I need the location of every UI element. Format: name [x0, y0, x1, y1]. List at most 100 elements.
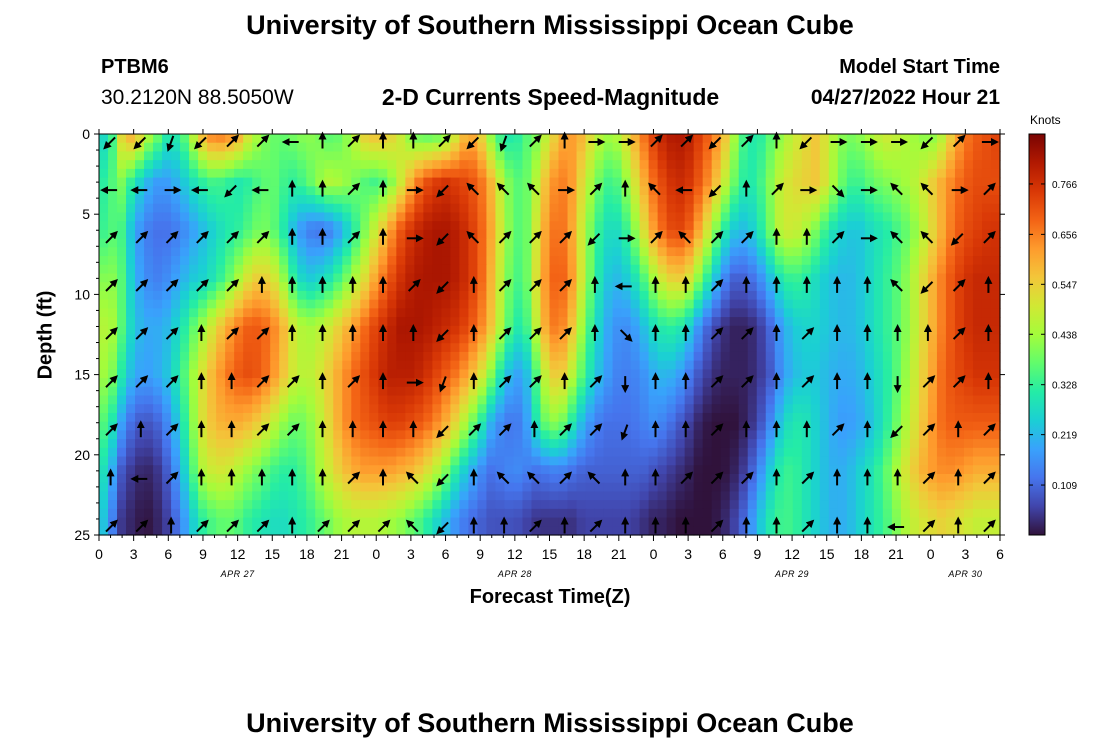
heatmap-cell	[486, 264, 497, 275]
heatmap-cell	[693, 439, 704, 449]
heatmap-cell	[603, 212, 614, 222]
heatmap-cell	[288, 360, 298, 370]
heatmap-cell	[702, 395, 713, 405]
heatmap-cell	[495, 456, 506, 466]
heatmap-cell	[315, 491, 325, 501]
heatmap-cell	[981, 517, 992, 527]
heatmap-cell	[945, 412, 956, 423]
heatmap-cell	[234, 256, 244, 266]
heatmap-cell	[900, 256, 911, 266]
heatmap-cell	[927, 456, 938, 466]
heatmap-cell	[738, 395, 749, 405]
heatmap-cell	[693, 290, 704, 301]
heatmap-cell	[981, 212, 992, 222]
heatmap-cell	[558, 273, 569, 283]
heatmap-cell	[621, 508, 632, 519]
heatmap-cell	[162, 491, 172, 501]
heatmap-cell	[819, 186, 830, 196]
heatmap-cell	[324, 517, 334, 527]
heatmap-cell	[657, 256, 668, 266]
heatmap-cell	[225, 508, 235, 519]
heatmap-cell	[324, 508, 334, 519]
heatmap-cell	[846, 369, 857, 379]
heatmap-cell	[531, 456, 542, 466]
heatmap-cell	[567, 439, 578, 449]
heatmap-cell	[864, 203, 875, 214]
heatmap-cell	[225, 290, 235, 301]
current-vector-arrow	[710, 519, 724, 533]
heatmap-cell	[765, 299, 776, 309]
heatmap-cell	[450, 290, 460, 301]
heatmap-cell	[531, 290, 542, 301]
heatmap-cell	[864, 221, 875, 231]
heatmap-cell	[684, 404, 695, 414]
heatmap-cell	[900, 195, 911, 205]
heatmap-cell	[882, 238, 893, 248]
heatmap-cell	[468, 404, 479, 414]
heatmap-cell	[243, 369, 253, 379]
heatmap-cell	[495, 212, 506, 222]
heatmap-cell	[297, 238, 307, 248]
heatmap-cell	[558, 421, 569, 431]
heatmap-cell	[630, 465, 641, 475]
heatmap-cell	[207, 256, 217, 266]
heatmap-cell	[198, 299, 208, 309]
heatmap-cell	[720, 142, 731, 153]
heatmap-cell	[99, 456, 109, 466]
heatmap-cell	[585, 308, 596, 318]
heatmap-cell	[801, 491, 812, 501]
heatmap-cell	[810, 369, 821, 379]
heatmap-cell	[738, 526, 749, 536]
heatmap-cell	[387, 229, 397, 240]
heatmap-cell	[216, 264, 226, 275]
heatmap-cell	[522, 256, 533, 266]
heatmap-cell	[279, 386, 289, 397]
heatmap-cell	[234, 299, 244, 309]
heatmap-cell	[603, 317, 614, 327]
heatmap-cell	[720, 386, 731, 397]
heatmap-cell	[108, 212, 118, 222]
heatmap-cell	[288, 256, 298, 266]
heatmap-cell	[252, 247, 262, 257]
heatmap-cell	[450, 273, 460, 283]
heatmap-cell	[729, 386, 740, 397]
current-vector-arrow	[678, 230, 692, 244]
heatmap-cell	[792, 256, 803, 266]
heatmap-cell	[810, 195, 821, 205]
heatmap-cell	[378, 395, 388, 405]
heatmap-cell	[981, 465, 992, 475]
heatmap-cell	[243, 273, 253, 283]
heatmap-cell	[108, 221, 118, 231]
heatmap-cell	[963, 264, 974, 275]
heatmap-cell	[324, 343, 334, 353]
heatmap-cell	[702, 491, 713, 501]
heatmap-cell	[306, 343, 316, 353]
heatmap-cell	[711, 439, 722, 449]
heatmap-cell	[216, 308, 226, 318]
heatmap-cell	[225, 482, 235, 493]
heatmap-cell	[135, 386, 145, 397]
heatmap-cell	[396, 308, 406, 318]
heatmap-cell	[171, 221, 181, 231]
heatmap-cell	[342, 526, 352, 536]
heatmap-cell	[333, 343, 343, 353]
heatmap-cell	[702, 325, 713, 336]
heatmap-cell	[351, 195, 361, 205]
heatmap-cell	[603, 203, 614, 214]
heatmap-cell	[441, 308, 451, 318]
heatmap-cell	[279, 221, 289, 231]
heatmap-cell	[567, 526, 578, 536]
heatmap-cell	[549, 247, 560, 257]
heatmap-cell	[378, 456, 388, 466]
heatmap-cell	[585, 351, 596, 362]
heatmap-cell	[468, 395, 479, 405]
heatmap-cell	[315, 151, 325, 161]
heatmap-cell	[882, 526, 893, 536]
heatmap-cell	[108, 491, 118, 501]
heatmap-cell	[693, 282, 704, 292]
current-vector-arrow	[105, 327, 118, 340]
heatmap-cell	[972, 386, 983, 397]
heatmap-cell	[207, 299, 217, 309]
heatmap-cell	[495, 247, 506, 257]
current-vector-arrow	[165, 327, 179, 340]
